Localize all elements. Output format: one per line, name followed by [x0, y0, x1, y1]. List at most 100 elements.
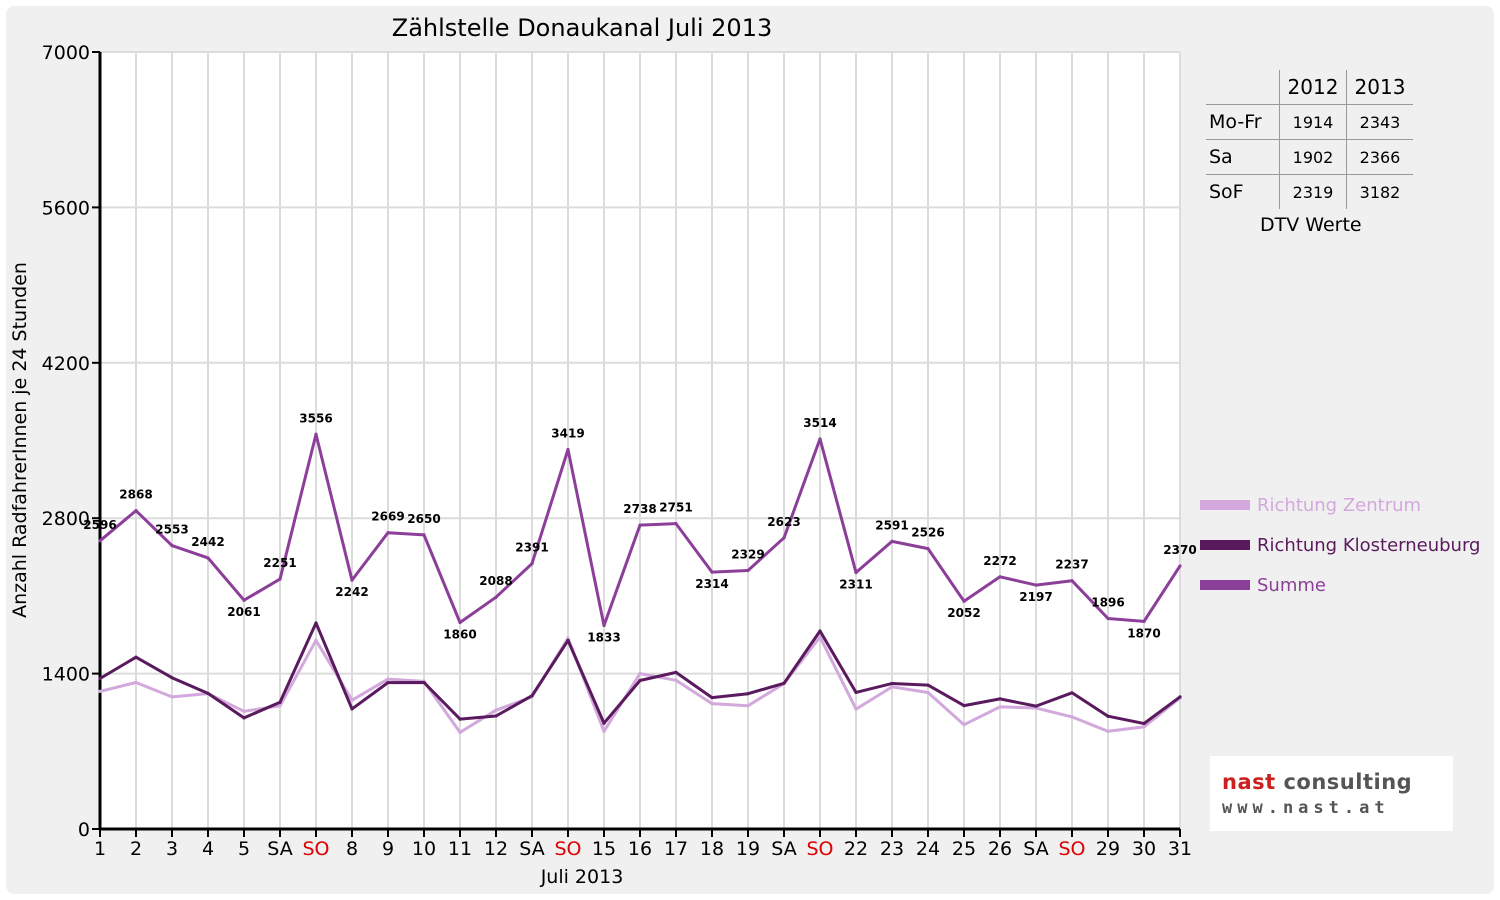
- data-label: 2669: [371, 510, 404, 524]
- series-point-0: [98, 689, 102, 693]
- chart-title: Zählstelle Donaukanal Juli 2013: [392, 14, 772, 42]
- legend-label: Richtung Klosterneuburg: [1257, 535, 1480, 556]
- data-label: 2650: [407, 512, 440, 526]
- series-point-1: [710, 695, 714, 700]
- data-label: 2370: [1163, 543, 1196, 557]
- legend-swatch: [1200, 500, 1250, 510]
- x-tick-label: 2: [130, 838, 142, 860]
- data-label: 2272: [983, 554, 1016, 568]
- series-point-1: [1178, 695, 1182, 699]
- series-point-1: [134, 655, 138, 659]
- series-point-1: [566, 638, 570, 643]
- series-point-0: [710, 701, 714, 706]
- data-label: 2088: [479, 574, 512, 588]
- data-label: 2061: [227, 605, 260, 619]
- series-point-1: [1106, 714, 1110, 718]
- series-point-1: [962, 703, 966, 708]
- x-tick-label: 16: [628, 838, 652, 860]
- series-point-2: [1070, 579, 1074, 583]
- logo-name-part2: consulting: [1283, 770, 1413, 794]
- data-label: 3556: [299, 411, 332, 425]
- x-tick-label: 8: [346, 838, 358, 860]
- series-point-0: [746, 704, 750, 708]
- x-tick-label: SA: [519, 838, 544, 860]
- series-point-2: [1106, 616, 1110, 621]
- series-point-1: [890, 681, 894, 686]
- x-tick-label: 30: [1132, 838, 1156, 860]
- series-point-2: [134, 509, 138, 513]
- x-tick-label: 23: [880, 838, 904, 860]
- series-point-2: [242, 598, 246, 602]
- series-point-1: [278, 700, 282, 704]
- series-point-1: [782, 681, 786, 685]
- nast-consulting-logo: nast consulting www.nast.at: [1210, 756, 1453, 831]
- series-point-2: [890, 539, 894, 543]
- series-point-0: [386, 677, 390, 681]
- series-point-1: [350, 707, 354, 711]
- x-tick-label: 19: [736, 838, 760, 860]
- series-point-0: [926, 690, 930, 695]
- data-label: 2596: [83, 518, 116, 532]
- x-tick-label: 3: [166, 838, 178, 860]
- x-tick-label: 26: [988, 838, 1012, 860]
- series-point-2: [1034, 583, 1038, 587]
- series-point-1: [422, 680, 426, 685]
- dtv-row-label: SoF: [1206, 174, 1280, 209]
- x-tick-label: 15: [592, 838, 616, 860]
- data-label: 2751: [659, 501, 692, 515]
- logo-name: nast consulting: [1222, 770, 1412, 794]
- x-tick-label: SO: [806, 838, 833, 860]
- data-label: 2868: [119, 488, 152, 502]
- series-point-1: [386, 680, 390, 685]
- series-point-1: [1070, 691, 1074, 695]
- y-tick-label: 0: [78, 819, 90, 841]
- data-label: 2052: [947, 606, 980, 620]
- data-label: 2442: [191, 535, 224, 549]
- series-point-2: [314, 432, 318, 436]
- series-point-0: [1142, 725, 1146, 729]
- x-tick-label: 4: [202, 838, 214, 860]
- y-tick-label: 7000: [42, 42, 90, 64]
- data-label: 2251: [263, 556, 296, 570]
- series-point-2: [530, 561, 534, 566]
- x-tick-label: 31: [1168, 838, 1192, 860]
- data-label: 1896: [1091, 596, 1124, 610]
- dtv-corner: [1206, 70, 1280, 105]
- legend-label: Richtung Zentrum: [1257, 495, 1421, 516]
- series-point-1: [206, 691, 210, 695]
- data-label: 2623: [767, 515, 800, 529]
- data-label: 1860: [443, 628, 476, 642]
- x-tick-label: SO: [554, 838, 581, 860]
- series-point-1: [638, 678, 642, 683]
- series-point-1: [602, 721, 606, 725]
- y-tick-label: 1400: [42, 664, 90, 686]
- series-point-1: [746, 692, 750, 696]
- x-tick-label: 29: [1096, 838, 1120, 860]
- series-point-2: [566, 447, 570, 452]
- series-point-1: [530, 694, 534, 698]
- y-tick-label: 2800: [42, 508, 90, 530]
- data-label: 2237: [1055, 558, 1088, 572]
- series-point-0: [674, 678, 678, 682]
- x-tick-label: 18: [700, 838, 724, 860]
- x-tick-label: 22: [844, 838, 868, 860]
- series-point-2: [746, 568, 750, 573]
- series-point-2: [494, 595, 498, 599]
- series-point-1: [458, 717, 462, 721]
- x-tick-label: 10: [412, 838, 436, 860]
- series-point-0: [242, 709, 246, 713]
- data-label: 2197: [1019, 590, 1052, 604]
- series-point-1: [674, 670, 678, 674]
- dtv-cell: 1902: [1279, 139, 1347, 175]
- series-point-2: [1178, 564, 1182, 568]
- series-point-2: [710, 570, 714, 574]
- dtv-caption: DTV Werte: [1260, 214, 1362, 236]
- series-point-0: [998, 705, 1002, 709]
- dtv-cell: 1914: [1279, 104, 1347, 140]
- x-tick-label: 12: [484, 838, 508, 860]
- dtv-header-2012: 2012: [1279, 70, 1347, 105]
- y-axis-title: Anzahl RadfahrerInnen je 24 Stunden: [10, 262, 31, 618]
- series-point-0: [314, 638, 318, 642]
- x-tick-label: SO: [1058, 838, 1085, 860]
